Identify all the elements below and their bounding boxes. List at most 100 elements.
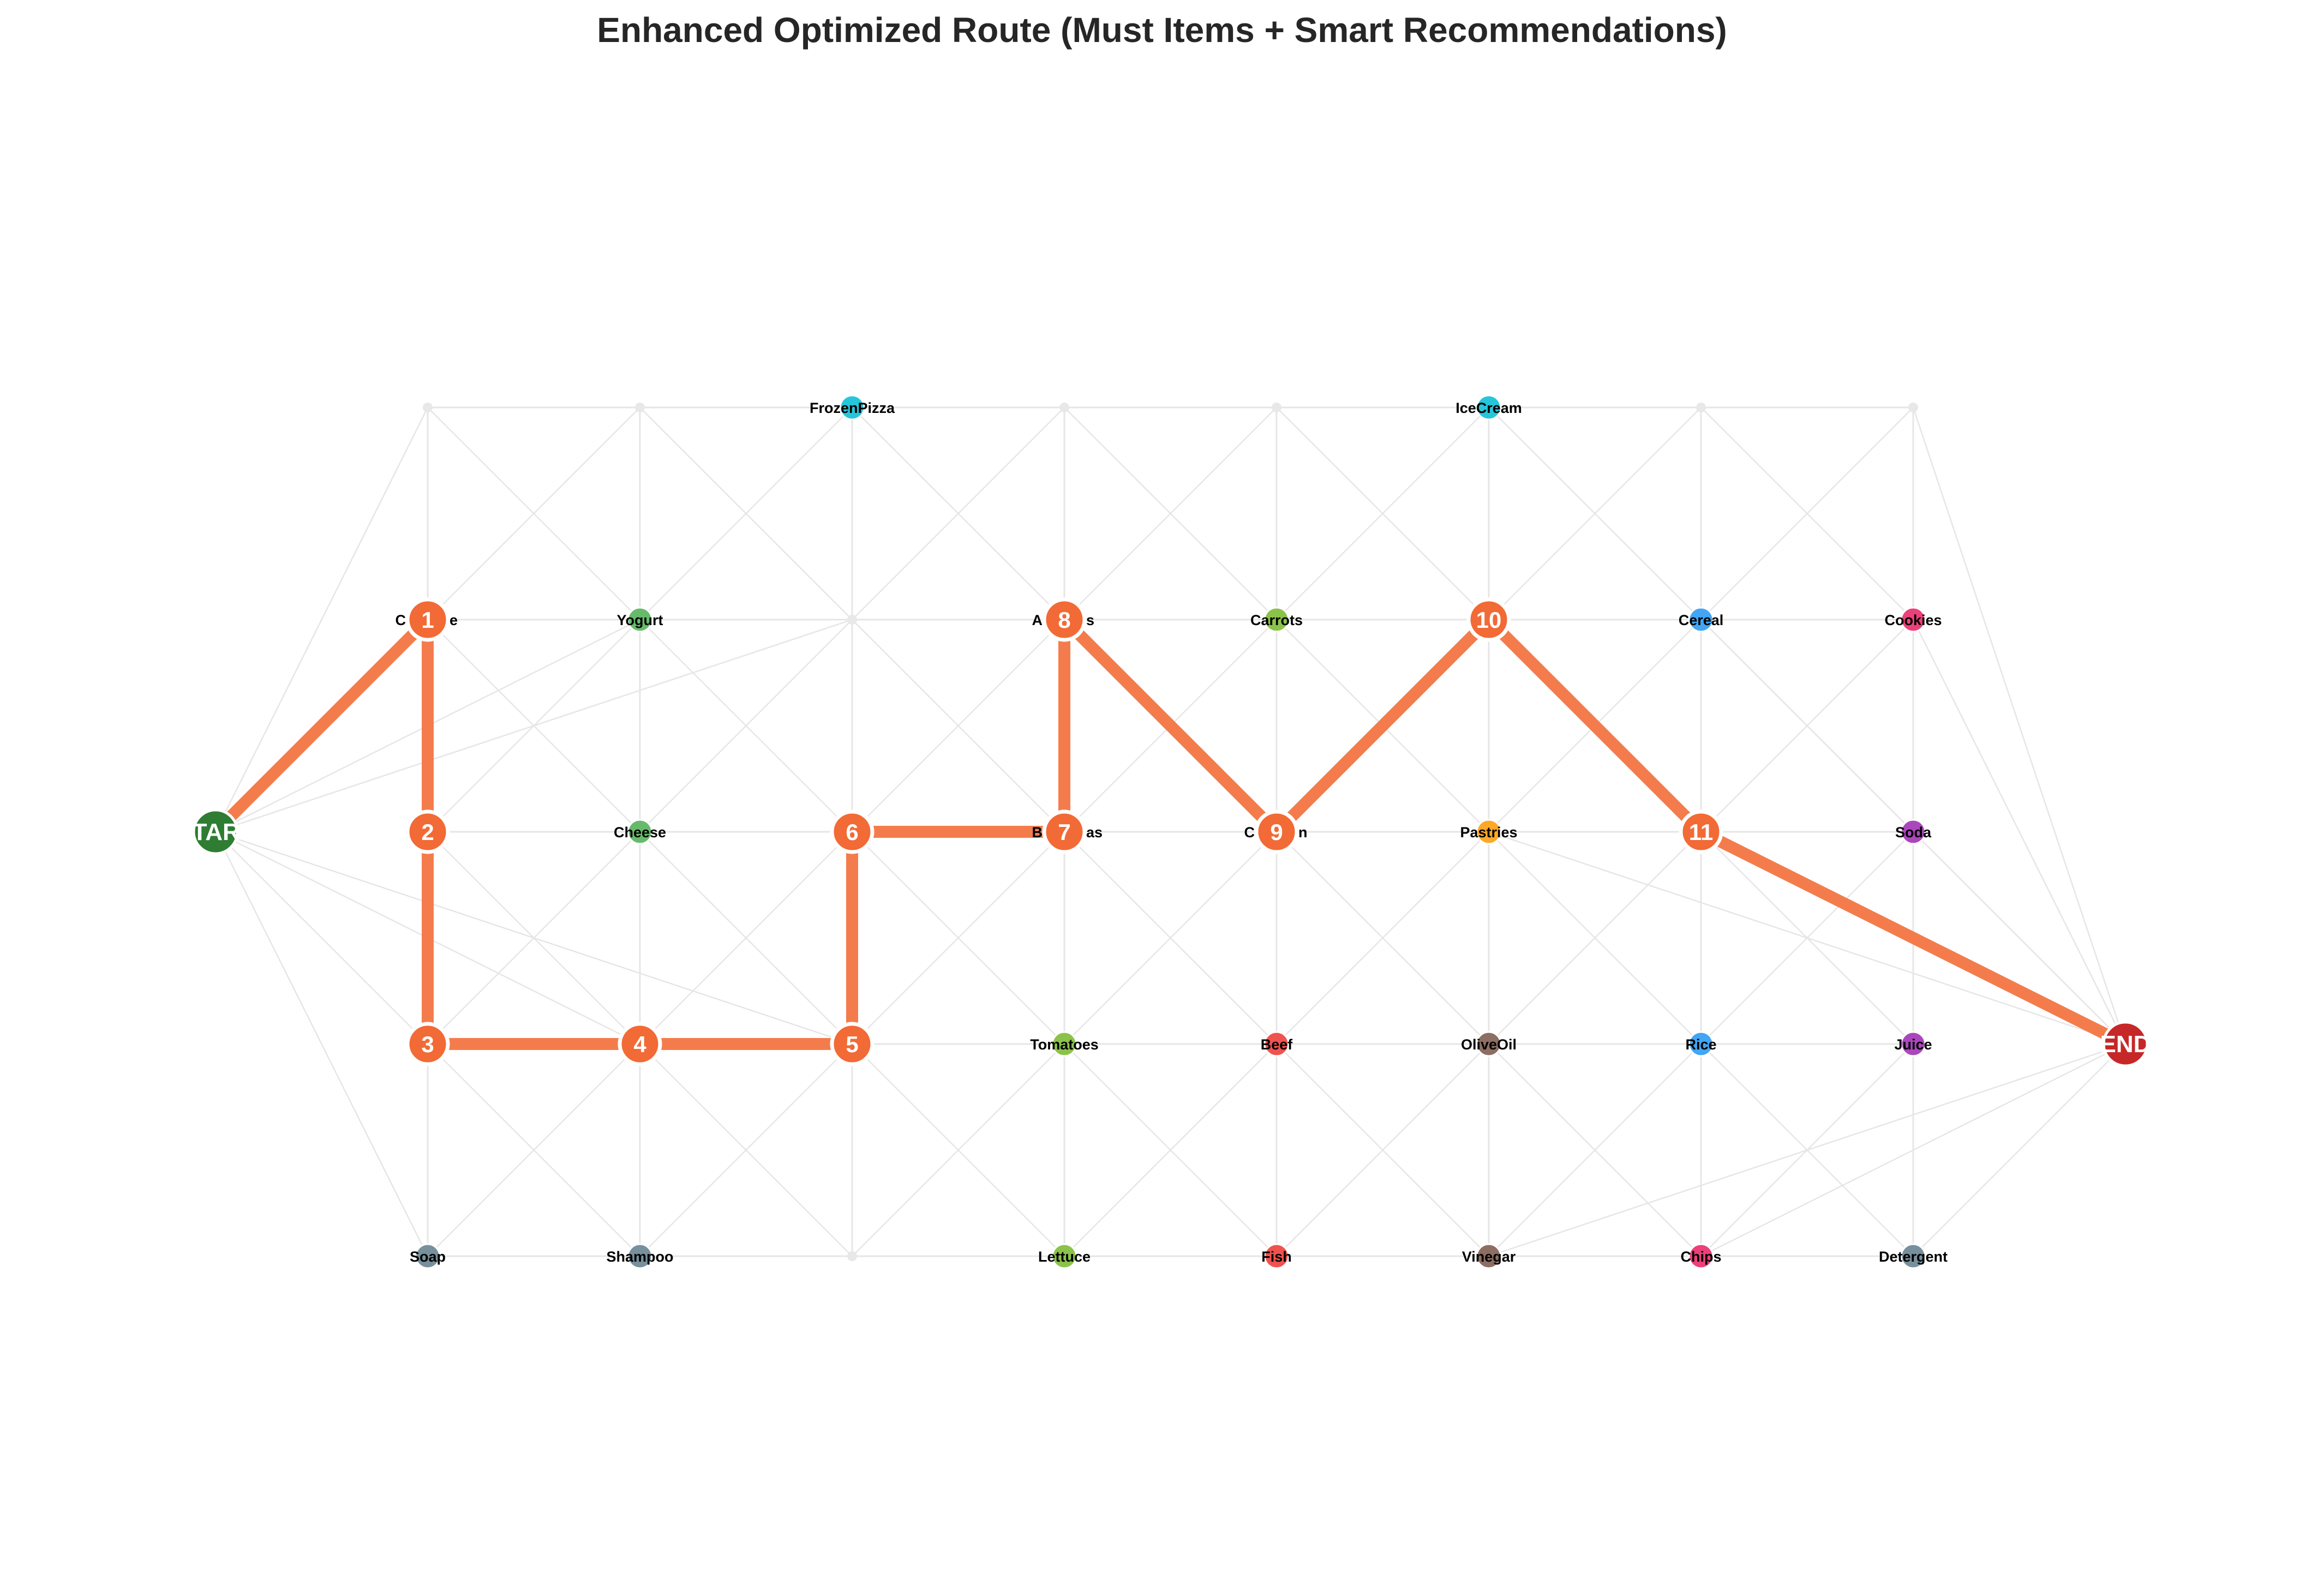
item-node-chips: Chips — [1680, 1243, 1722, 1269]
start-node: START — [176, 808, 255, 855]
route-stop-1: 1 — [405, 597, 450, 642]
item-dot — [1900, 607, 1926, 633]
item-node-cheese: Cheese — [614, 819, 666, 845]
item-label: Tomatoes — [1030, 1036, 1099, 1053]
route-stop-dot — [405, 597, 450, 642]
route-stop-number: 6 — [846, 819, 858, 845]
item-node-yogurt: Yogurt — [617, 607, 663, 633]
stop-item-label-fragment: B — [1032, 824, 1043, 841]
end-node: END — [2100, 1021, 2151, 1067]
grid-edge — [1700, 1043, 2126, 1257]
item-dot — [1900, 819, 1926, 845]
item-dot — [1900, 1031, 1926, 1057]
grid-edge — [639, 407, 853, 620]
item-node-carrots: Carrots — [1250, 607, 1303, 633]
item-dot — [1476, 394, 1502, 421]
route-stop-number: 2 — [421, 819, 434, 845]
grid-edge — [1913, 1043, 2126, 1257]
grid-edge — [1064, 407, 1277, 620]
route-stop-4: 4 — [618, 1022, 662, 1066]
empty-node — [1908, 403, 1918, 412]
stop-item-label-fragment: C — [396, 612, 406, 628]
route-stop-8: 8 — [1042, 597, 1087, 642]
grid-edge — [1488, 831, 2126, 1045]
route-stop-number: 5 — [846, 1031, 858, 1057]
stop-item-label-fragment: n — [1298, 824, 1308, 841]
item-dot — [1900, 1243, 1926, 1269]
route-stop-11: 11 — [1679, 809, 1723, 854]
item-dot — [1688, 1031, 1714, 1057]
item-dot — [1476, 819, 1502, 845]
route-stop-dot — [1679, 809, 1723, 854]
item-node-soap: Soap — [410, 1243, 446, 1269]
item-node-frozenpizza: FrozenPizza — [810, 394, 895, 421]
item-label: Lettuce — [1038, 1249, 1091, 1265]
grid-edge — [1064, 831, 1277, 1045]
route-stop-2: 2 — [405, 809, 450, 854]
grid-edge — [215, 831, 853, 1045]
item-label: Beef — [1261, 1036, 1293, 1053]
item-dot — [839, 394, 865, 421]
grid-edge — [1488, 1043, 1702, 1257]
route-segment — [1483, 614, 1707, 838]
item-node-beef: Beef — [1261, 1031, 1293, 1057]
item-dot — [1263, 1031, 1290, 1057]
grid-edge — [852, 1043, 1065, 1257]
route-stop-5: 5 — [830, 1022, 875, 1066]
grid-edge — [1488, 407, 1702, 620]
empty-node — [847, 615, 857, 625]
item-node-juice: Juice — [1894, 1031, 1932, 1057]
grid-edge — [1064, 1043, 1277, 1257]
end-label: END — [2100, 1031, 2151, 1058]
empty-node — [423, 403, 433, 412]
item-dot — [1476, 1031, 1502, 1057]
empty-node — [1696, 403, 1706, 412]
item-node-oliveoil: OliveOil — [1461, 1031, 1517, 1057]
route-segment — [1695, 826, 2131, 1050]
terminal-nodes: START END — [176, 808, 2151, 1067]
route-stop-3: 3 — [405, 1022, 450, 1066]
grid-edge — [639, 831, 853, 1045]
route-stop-dot — [830, 809, 875, 854]
route-path — [209, 614, 2131, 1050]
item-label: Detergent — [1879, 1249, 1948, 1265]
grid-edge — [1488, 1043, 2126, 1257]
route-stop-6: 6 — [830, 809, 875, 854]
item-node-pastries: Pastries — [1460, 819, 1518, 845]
item-label: OliveOil — [1461, 1036, 1517, 1053]
item-node-detergent: Detergent — [1879, 1243, 1948, 1269]
grid-edge — [215, 831, 428, 1045]
route-stop-number: 10 — [1476, 607, 1502, 633]
route-stop-number: 7 — [1058, 819, 1070, 845]
grid-edge — [852, 407, 1065, 620]
start-label: START — [176, 819, 255, 845]
stop-item-label-fragment: s — [1086, 612, 1094, 628]
route-segment — [1058, 614, 1283, 838]
item-node-rice: Rice — [1685, 1031, 1717, 1057]
route-stop-10: 10 — [1466, 597, 1511, 642]
item-node-soda: Soda — [1895, 819, 1932, 845]
route-stop-dot — [1042, 597, 1087, 642]
empty-node — [847, 1251, 857, 1261]
grid-edge — [427, 407, 640, 620]
item-node-lettuce: Lettuce — [1038, 1243, 1091, 1269]
empty-node — [1272, 403, 1281, 412]
end-dot — [2102, 1021, 2149, 1067]
item-dot — [627, 1243, 653, 1269]
item-node-shampoo: Shampoo — [606, 1243, 674, 1269]
item-dot — [1051, 1031, 1077, 1057]
grid-edge — [852, 831, 1065, 1045]
item-dot — [1263, 1243, 1290, 1269]
grid-edge — [1276, 407, 1489, 620]
grid-edge — [427, 1043, 640, 1257]
route-stop-number: 8 — [1058, 607, 1070, 633]
empty-node — [635, 403, 645, 412]
empty-node — [1059, 403, 1069, 412]
grid-edge — [1276, 1043, 1489, 1257]
grid-edge — [1276, 831, 1489, 1045]
item-node-cereal: Cereal — [1679, 607, 1723, 633]
route-stop-number: 4 — [633, 1031, 646, 1057]
route-stop-dot — [1254, 809, 1299, 854]
